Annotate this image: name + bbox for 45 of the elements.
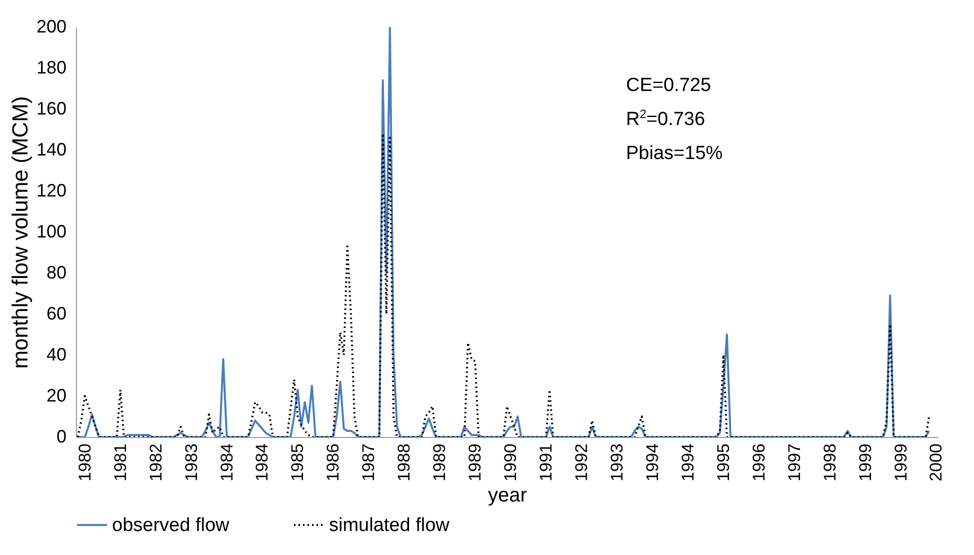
y-tick-label: 20: [46, 386, 66, 406]
x-tick-label: 1983: [182, 444, 201, 482]
x-tick-label: 1998: [820, 444, 840, 482]
x-tick-label: 1984: [217, 444, 236, 482]
annotation: R$^{2}$=0.736: [626, 107, 706, 130]
x-tick-label: 1992: [572, 444, 591, 482]
line-series: [76, 132, 930, 437]
x-tick-label: 1990: [501, 444, 520, 482]
x-tick-label: 1988: [394, 444, 414, 482]
x-tick-label: 1981: [110, 444, 130, 482]
x-tick-label: 1980: [75, 444, 94, 482]
y-tick-label: 0: [56, 426, 66, 446]
x-tick-label: 1995: [714, 444, 733, 482]
y-tick-label: 60: [46, 304, 66, 324]
x-tick-label: 1989: [430, 444, 450, 482]
annotation: Pbias=15%: [626, 143, 723, 164]
x-axis-title: year: [488, 484, 528, 506]
x-tick-label: 1994: [642, 444, 662, 482]
x-tick-label: 1986: [324, 444, 343, 482]
annotation: CE=0.725: [626, 75, 712, 96]
legend-label: observed flow: [112, 515, 230, 536]
x-tick-label: 1996: [749, 444, 768, 482]
x-tick-label: 1993: [607, 444, 626, 482]
x-tick-label: 1982: [146, 444, 166, 482]
x-tick-label: 1985: [288, 444, 308, 482]
x-tick-label: 1989: [466, 444, 485, 482]
y-axis-title: monthly flow volume (MCM): [7, 96, 32, 369]
x-tick-label: 1994: [678, 444, 698, 482]
y-tick-label: 140: [36, 140, 66, 160]
y-tick-label: 40: [46, 344, 66, 364]
x-tick-label: 1984: [252, 444, 272, 482]
y-tick-label: 80: [46, 262, 66, 282]
y-tick-label: 120: [36, 180, 66, 200]
y-tick-label: 100: [36, 222, 66, 242]
y-tick-label: 180: [36, 58, 66, 78]
x-tick-label: 2000: [926, 444, 946, 482]
line-series: [76, 27, 930, 437]
legend-label: simulated flow: [329, 515, 450, 536]
x-tick-label: 1999: [891, 444, 910, 482]
x-tick-label: 1999: [856, 444, 875, 482]
x-tick-label: 1987: [359, 444, 378, 482]
x-tick-label: 1991: [536, 444, 556, 482]
x-tick-label: 1997: [784, 444, 804, 482]
y-tick-label: 200: [36, 16, 66, 36]
y-tick-label: 160: [36, 98, 66, 118]
